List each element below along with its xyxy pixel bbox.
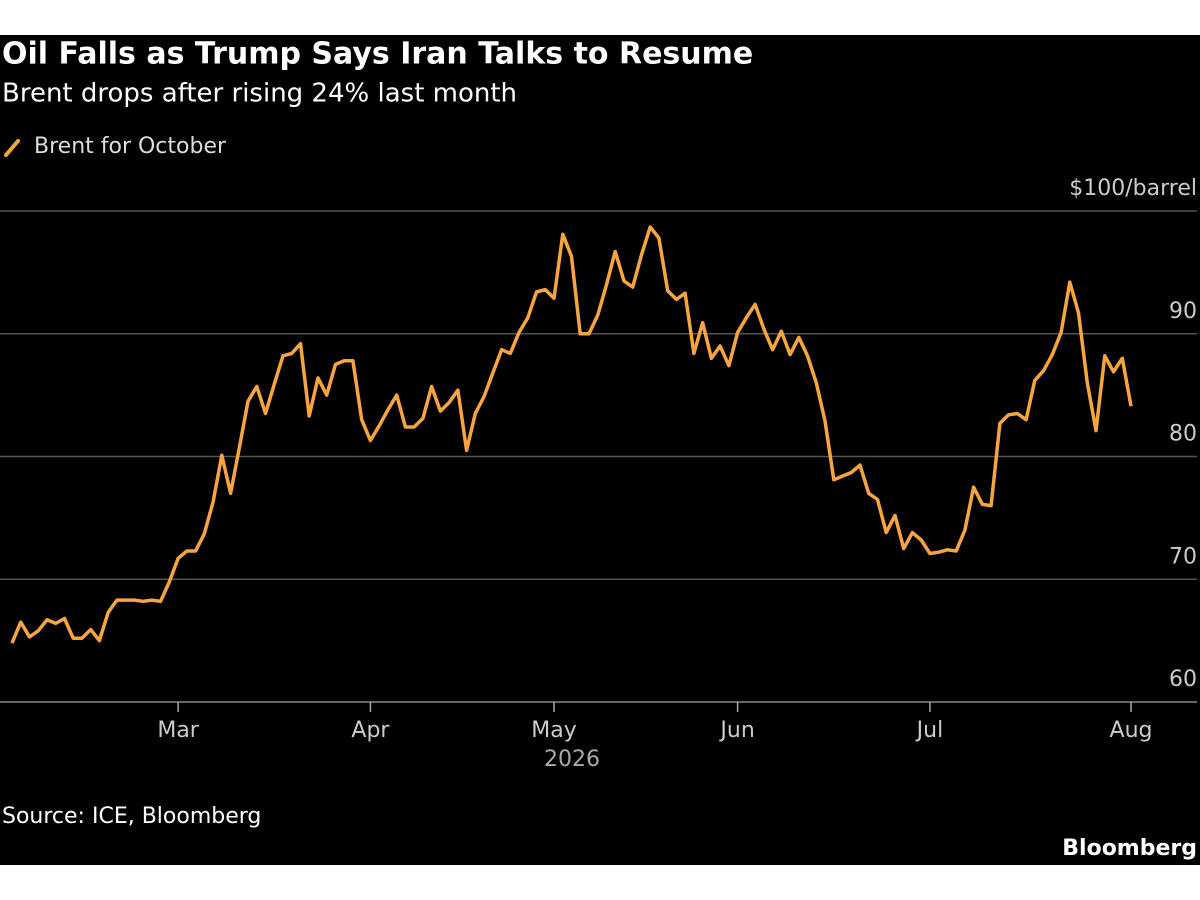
y-tick-label: 90	[1169, 299, 1197, 324]
brand: Bloomberg	[1062, 836, 1197, 861]
x-tick-label: Mar	[157, 718, 199, 743]
y-tick-label: 80	[1169, 422, 1197, 447]
background	[0, 35, 1200, 865]
x-axis-label: 2026	[544, 747, 600, 772]
x-tick-label: Aug	[1110, 718, 1153, 743]
legend-swatch	[4, 139, 20, 157]
x-tick-label: Jul	[915, 718, 944, 743]
legend-label: Brent for October	[34, 134, 227, 159]
x-tick-label: Jun	[718, 718, 754, 743]
x-tick-label: Apr	[351, 718, 390, 743]
x-tick-label: May	[531, 718, 576, 743]
chart-subtitle: Brent drops after rising 24% last month	[2, 79, 517, 109]
y-tick-label: 60	[1169, 667, 1197, 692]
source: Source: ICE, Bloomberg	[2, 804, 261, 829]
y-tick-label: $100/barrel	[1069, 176, 1197, 201]
y-tick-label: 70	[1169, 544, 1197, 569]
chart-title: Oil Falls as Trump Says Iran Talks to Re…	[2, 37, 753, 72]
line	[10, 225, 1133, 644]
